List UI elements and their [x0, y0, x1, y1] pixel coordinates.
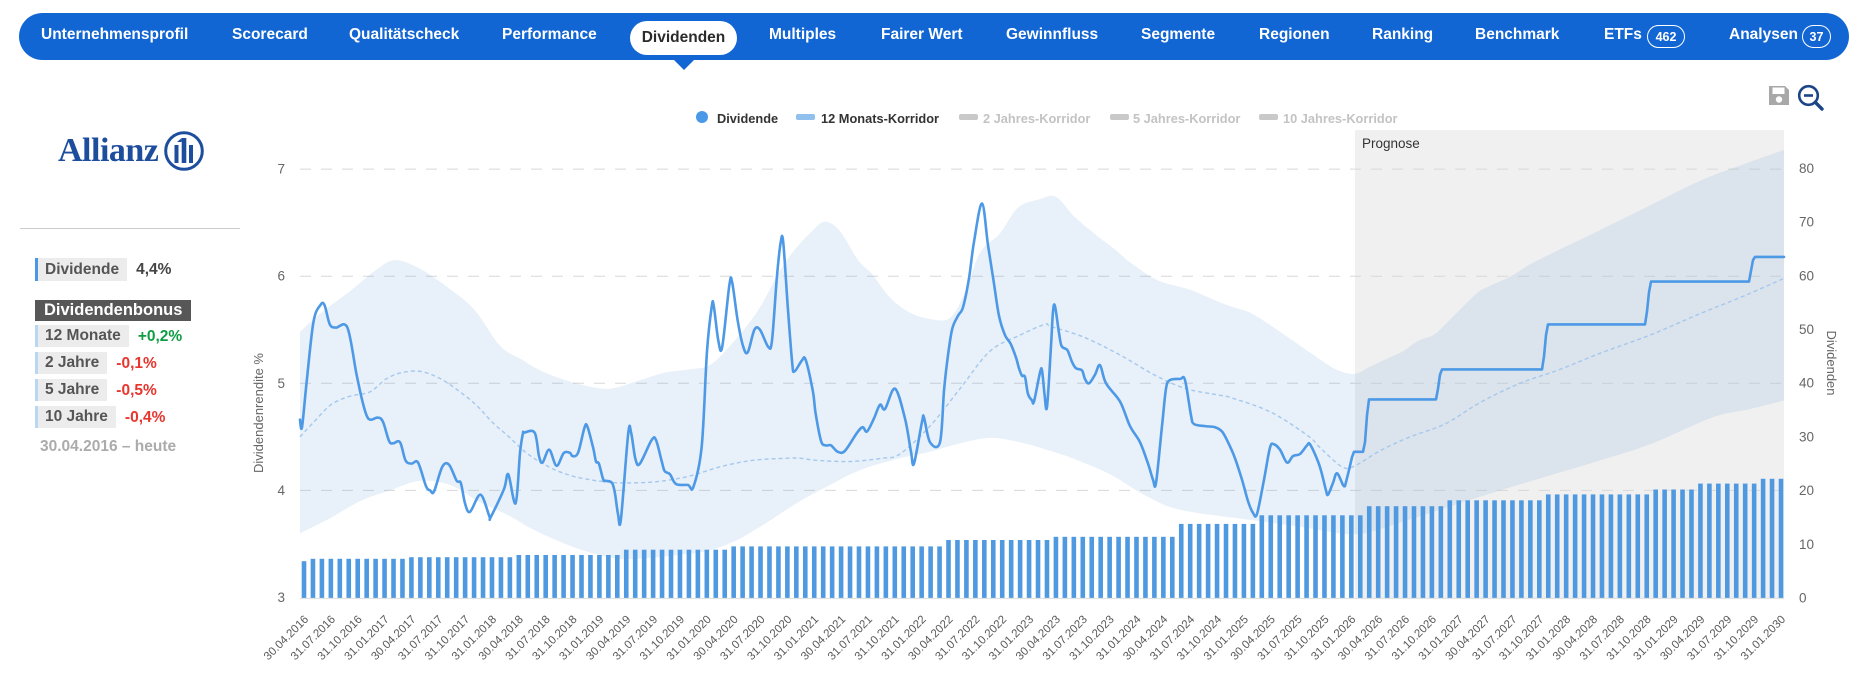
- svg-text:4: 4: [277, 483, 285, 498]
- svg-text:10: 10: [1799, 537, 1814, 552]
- svg-text:0: 0: [1799, 591, 1807, 606]
- svg-text:80: 80: [1799, 161, 1814, 176]
- svg-text:20: 20: [1799, 483, 1814, 498]
- svg-text:3: 3: [277, 590, 285, 605]
- svg-text:60: 60: [1799, 268, 1814, 283]
- svg-text:30: 30: [1799, 429, 1814, 444]
- svg-text:6: 6: [277, 269, 285, 284]
- svg-text:40: 40: [1799, 376, 1814, 391]
- svg-text:7: 7: [277, 162, 285, 177]
- svg-text:Dividendenrendite %: Dividendenrendite %: [251, 353, 266, 473]
- svg-text:5: 5: [277, 376, 285, 391]
- svg-text:50: 50: [1799, 322, 1814, 337]
- svg-text:Prognose: Prognose: [1362, 136, 1420, 151]
- svg-text:Dividenden: Dividenden: [1824, 330, 1839, 395]
- svg-text:70: 70: [1799, 215, 1814, 230]
